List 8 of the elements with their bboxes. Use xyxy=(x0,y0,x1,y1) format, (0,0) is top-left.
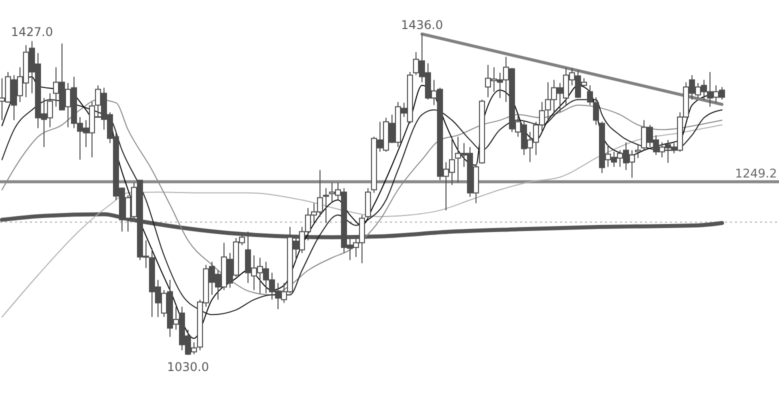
candlestick xyxy=(635,144,641,159)
annotation: 1030.0 xyxy=(167,360,209,374)
candlestick xyxy=(587,84,593,106)
annotation: 1436.0 xyxy=(401,18,443,32)
ref-line-label: 1249.2 xyxy=(735,166,777,181)
candlestick xyxy=(593,96,599,126)
candlestick xyxy=(323,188,329,224)
annotation: 1427.0 xyxy=(11,25,53,40)
